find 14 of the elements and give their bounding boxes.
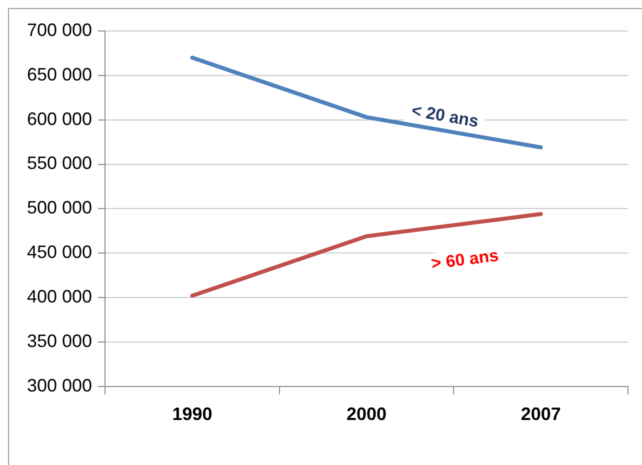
y-tick-label: 450 000	[26, 242, 92, 262]
y-tick-label: 400 000	[26, 286, 92, 307]
y-tick-label: 350 000	[26, 330, 92, 351]
text: > 60 ans	[430, 246, 500, 274]
x-tick-label: 2000	[346, 404, 387, 424]
y-tick-label: 600 000	[26, 108, 92, 129]
y-tick-label: 500 000	[26, 198, 92, 218]
y-tick-label: 300 000	[26, 375, 92, 396]
x-tick-label: 2007	[520, 404, 561, 424]
y-tick-label: 650 000	[26, 64, 92, 84]
y-tick-label: 550 000	[26, 153, 92, 174]
x-tick-label: 1990	[172, 404, 212, 424]
text: < 20 ans	[410, 100, 480, 132]
y-tick-label: 700 000	[26, 20, 92, 40]
